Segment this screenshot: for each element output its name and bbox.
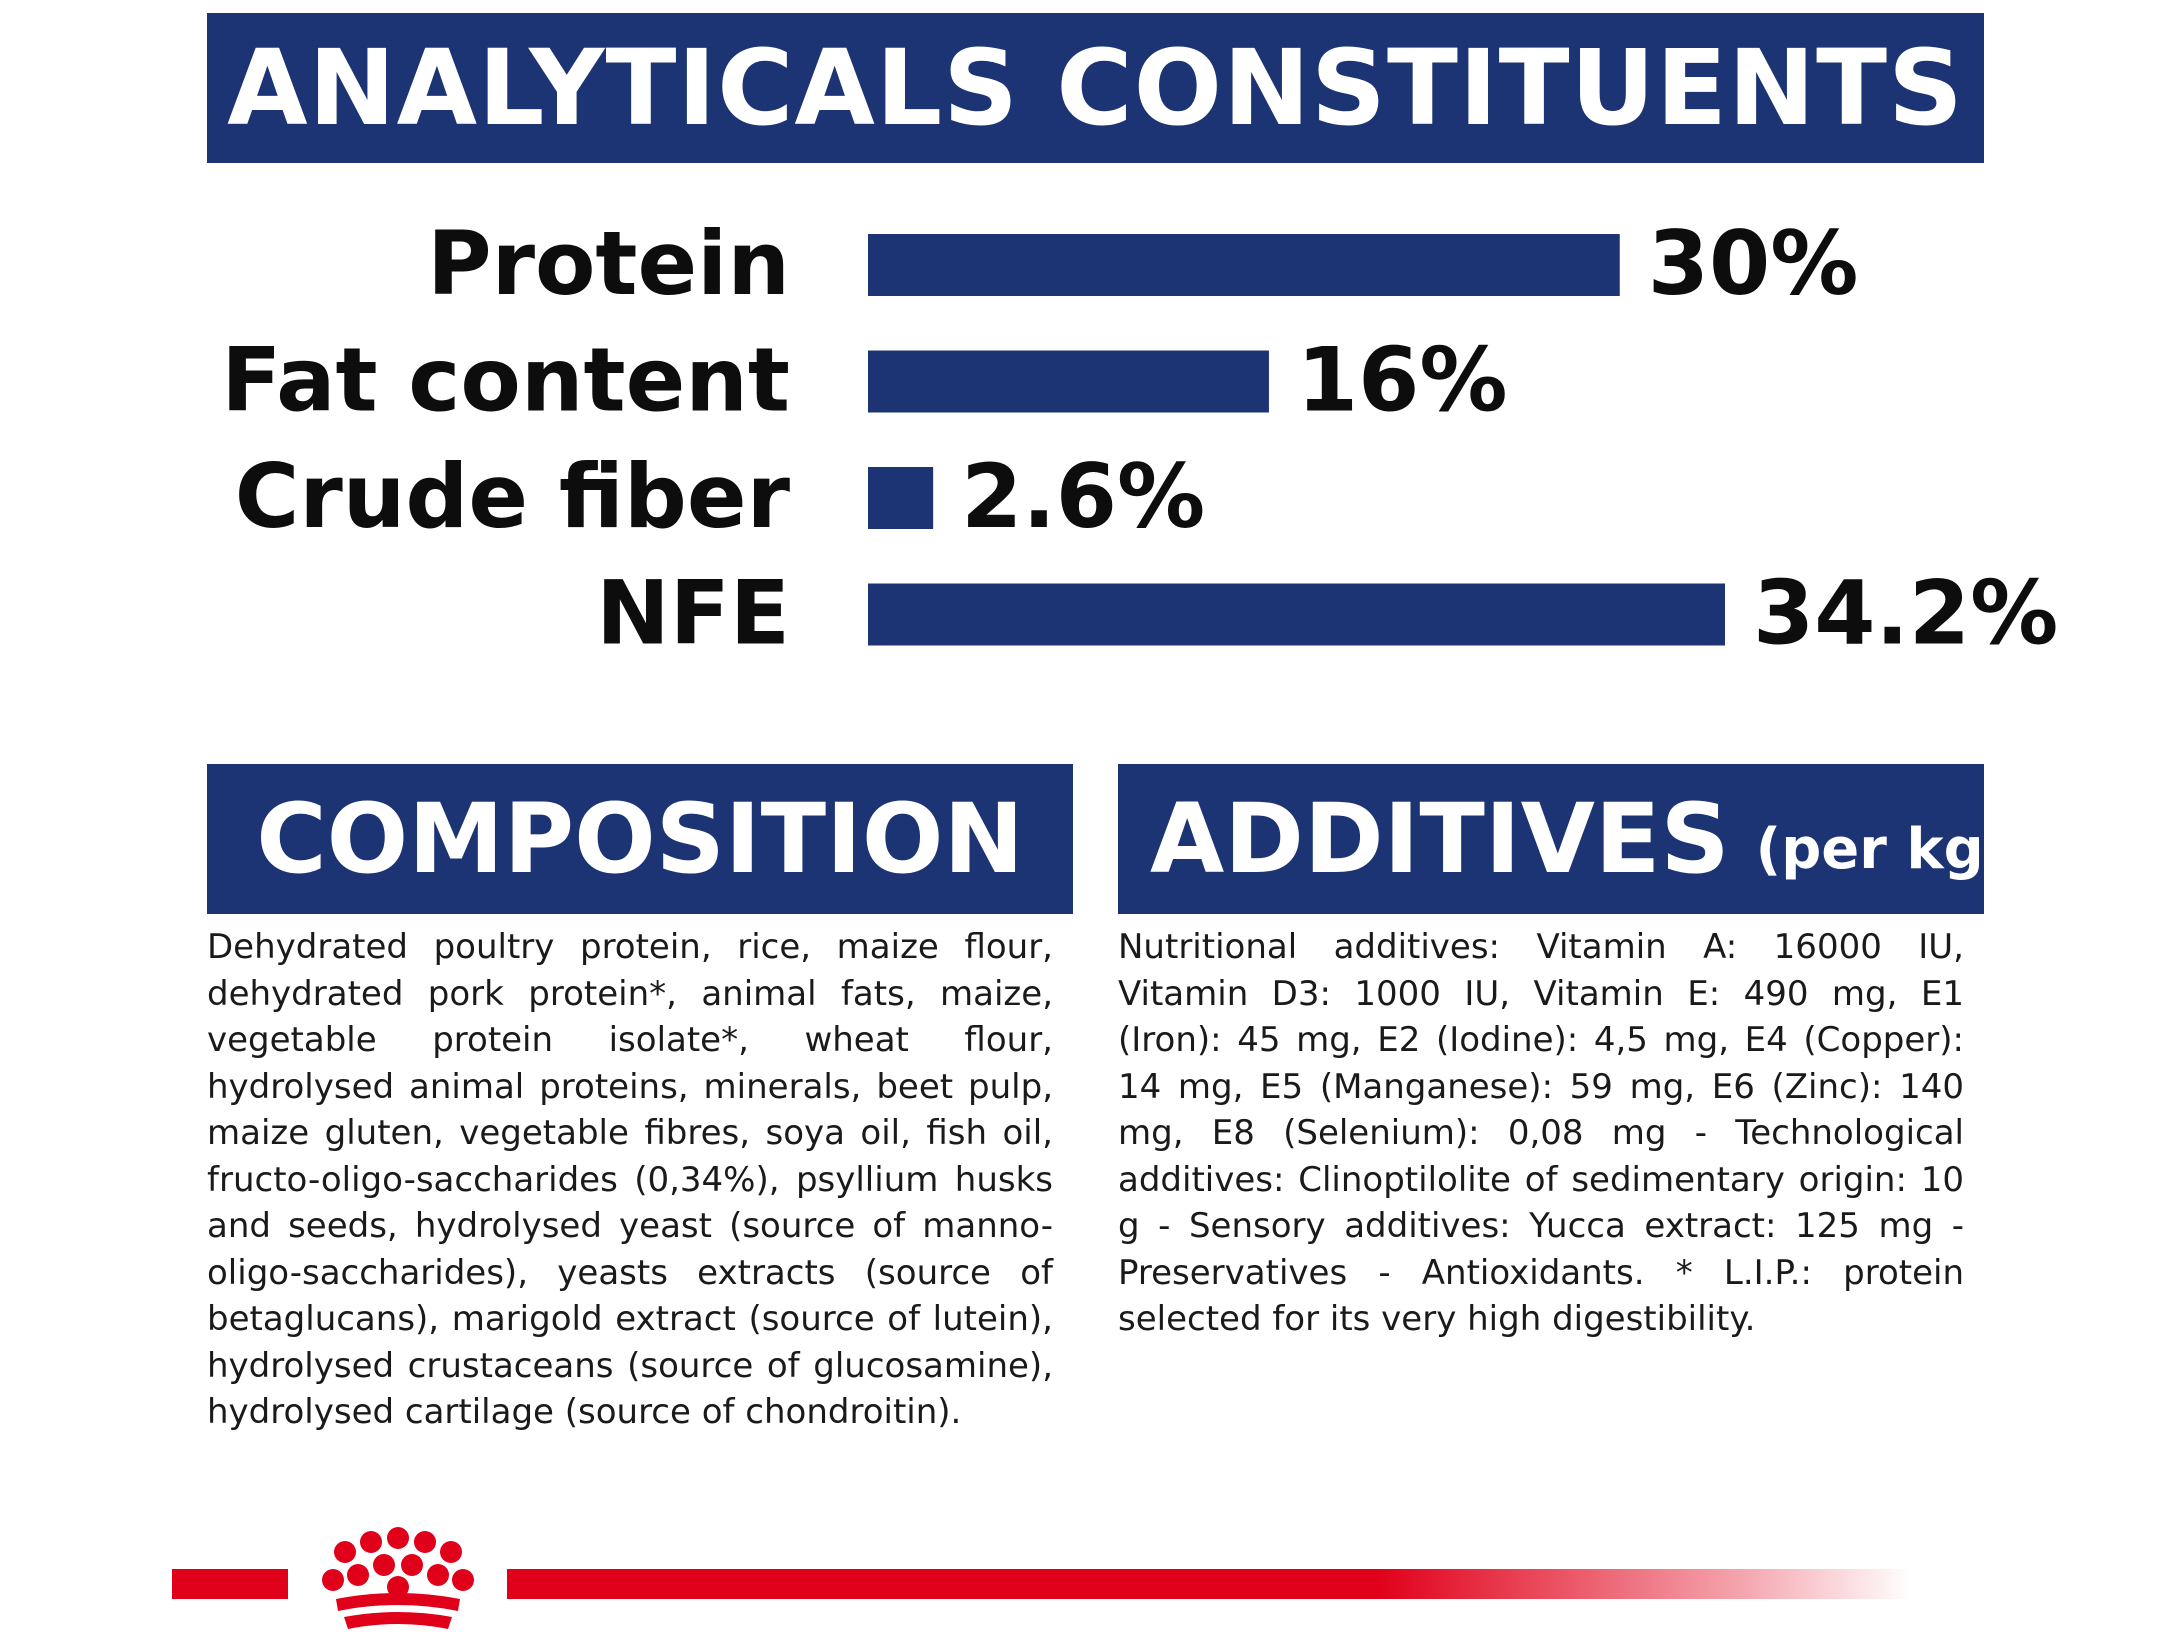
additives-text: Nutritional additives: Vitamin A: 16000 … (1118, 927, 1964, 1339)
value-label-fat-content: 16% (1297, 329, 1508, 432)
value-label-protein: 30% (1648, 212, 1859, 315)
category-label-protein: Protein (427, 212, 790, 315)
category-label-crude-fiber: Crude fiber (235, 445, 791, 548)
crown-logo-icon (322, 1527, 474, 1629)
bar-crude-fiber (868, 467, 934, 529)
bar-protein (868, 234, 1620, 296)
bar-nfe (868, 583, 1725, 646)
analytical-constituents-chart: Protein 30% Fat content 16% Crude fiber 2.6% N… (221, 212, 2058, 665)
analytical-constituents-banner: ANALYTICALS CONSTITUENTS (207, 13, 1984, 163)
bar-fat-content (868, 350, 1269, 413)
category-label-fat-content: Fat content (221, 329, 790, 432)
brand-footer (172, 1525, 1912, 1632)
value-label-nfe: 34.2% (1753, 562, 2058, 665)
composition-banner: COMPOSITION (207, 764, 1073, 914)
composition-title: COMPOSITION (256, 783, 1024, 895)
additives-banner: ADDITIVES (per kg) (1118, 764, 2009, 914)
footer-stripe-right (507, 1569, 1912, 1599)
composition-text: Dehydrated poultry protein, rice, maize … (207, 927, 1053, 1432)
additives-title: ADDITIVES (1150, 783, 1730, 895)
value-label-crude-fiber: 2.6% (961, 445, 1205, 548)
analytical-constituents-title: ANALYTICALS CONSTITUENTS (227, 27, 1964, 149)
additives-per-kg-label: (per kg) (1755, 816, 2010, 882)
category-label-nfe: NFE (596, 562, 790, 665)
footer-stripe-left (172, 1569, 288, 1599)
